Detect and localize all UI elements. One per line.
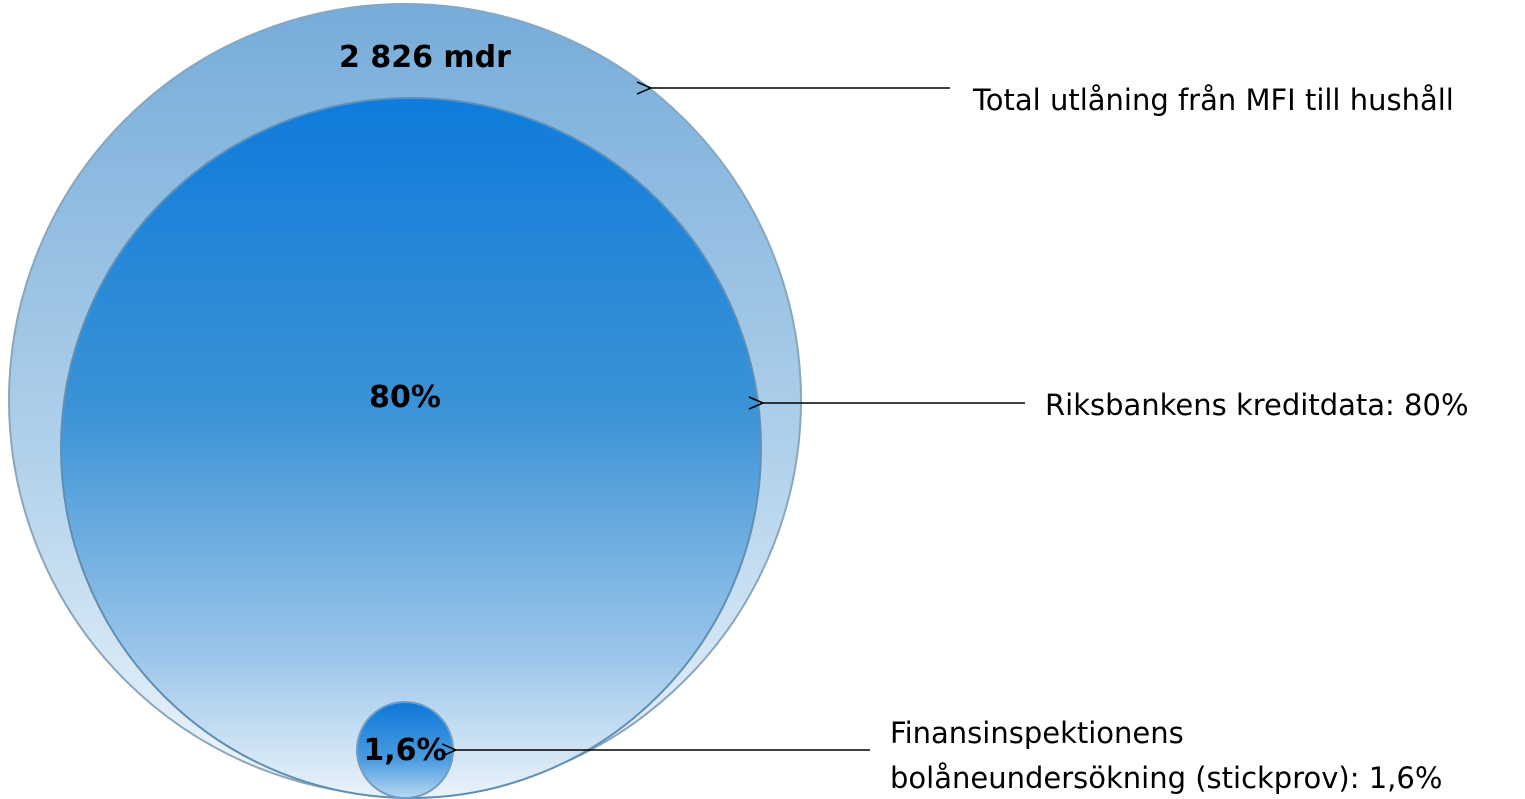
circle-label: 2 826 mdr [339, 40, 511, 75]
callout-text: Total utlåning från MFI till hushåll [972, 83, 1454, 117]
callout-text: bolåneundersökning (stickprov): 1,6% [890, 761, 1442, 795]
circle-label: 1,6% [363, 733, 446, 768]
callout-text: Finansinspektionens [890, 716, 1184, 750]
callout-text: Riksbankens kreditdata: 80% [1045, 388, 1469, 422]
circle-label: 80% [369, 380, 441, 415]
inner-circle [60, 97, 762, 799]
